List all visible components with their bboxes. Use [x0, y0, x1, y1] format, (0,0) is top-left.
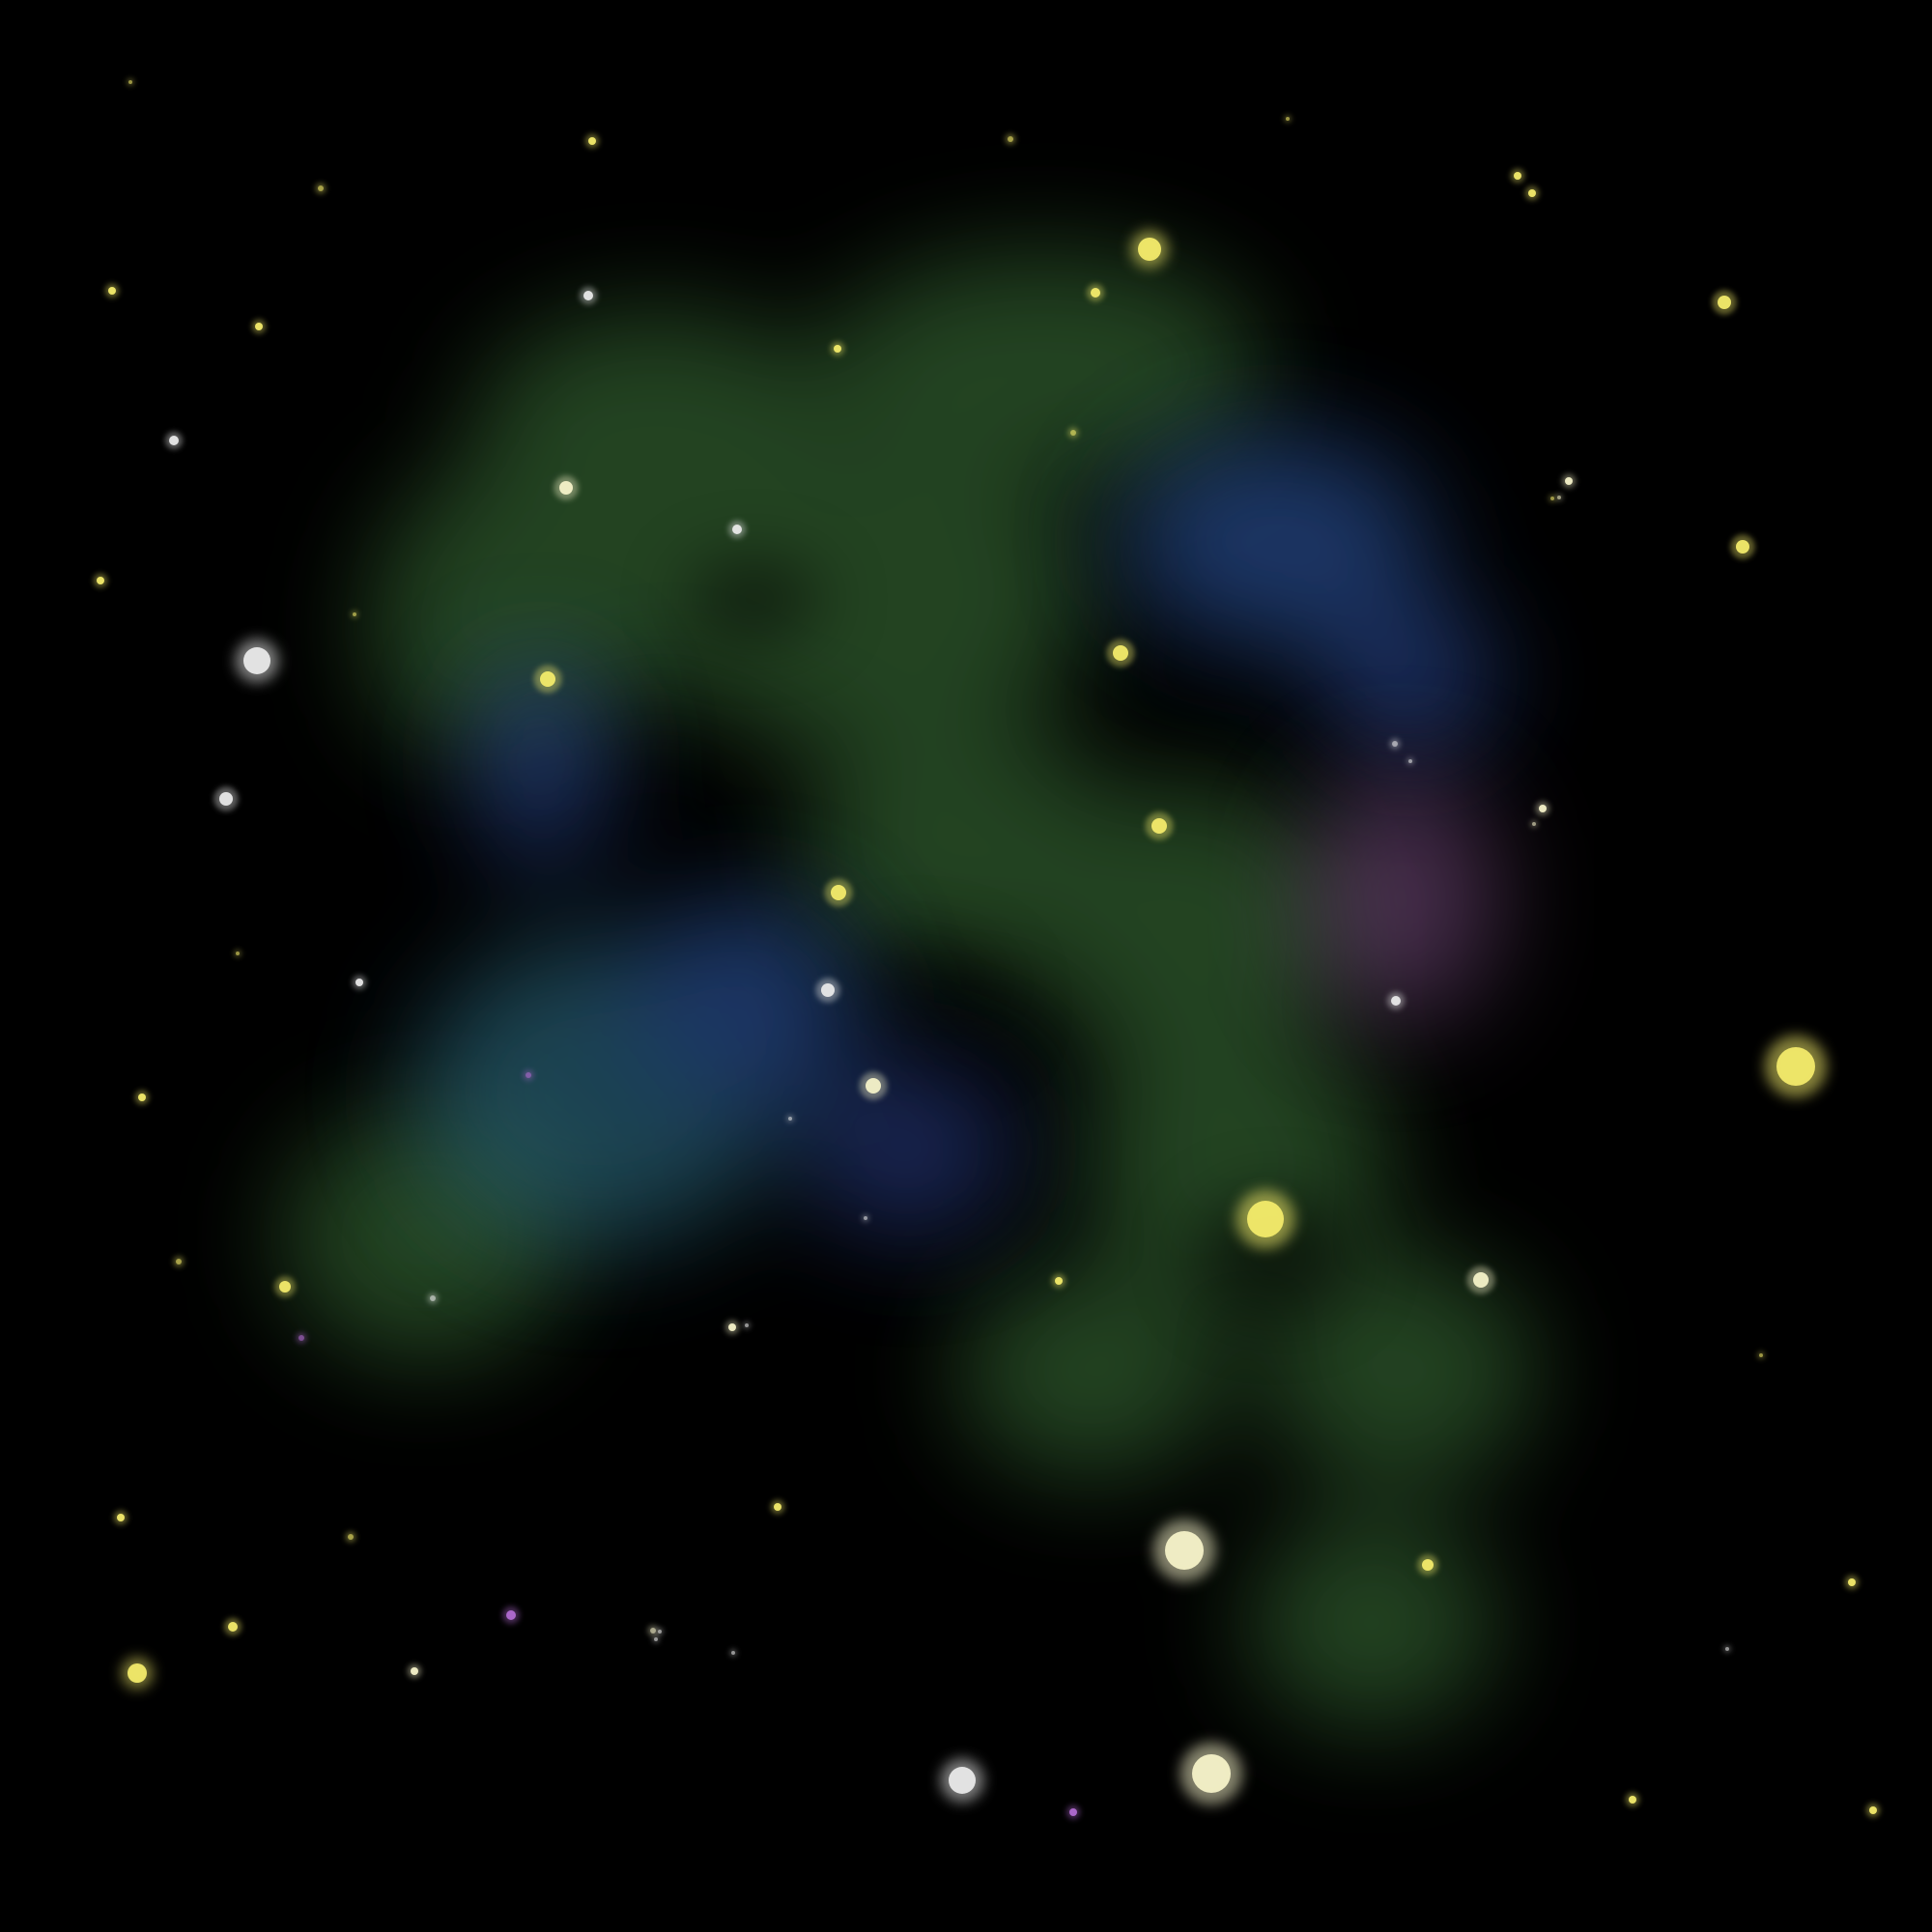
star — [1514, 172, 1521, 180]
star — [654, 1637, 658, 1641]
star — [255, 323, 263, 330]
star — [788, 1117, 792, 1121]
star — [243, 647, 270, 674]
star — [1113, 645, 1128, 661]
star — [1532, 822, 1536, 826]
star — [1718, 296, 1731, 309]
star — [866, 1078, 881, 1094]
star — [1759, 1353, 1763, 1357]
star — [411, 1667, 418, 1675]
star — [540, 671, 555, 687]
star — [864, 1216, 867, 1220]
star — [526, 1072, 531, 1078]
star — [1408, 759, 1412, 763]
star — [821, 983, 835, 997]
star — [732, 525, 742, 534]
star — [1473, 1272, 1489, 1288]
star — [1391, 996, 1401, 1006]
star — [1550, 497, 1554, 500]
star — [658, 1630, 662, 1634]
star — [1528, 189, 1536, 197]
star — [108, 287, 116, 295]
star — [506, 1610, 516, 1620]
star — [831, 885, 846, 900]
star — [1848, 1578, 1856, 1586]
star — [298, 1335, 304, 1341]
star — [1165, 1531, 1204, 1570]
star — [1776, 1047, 1815, 1086]
star — [1392, 741, 1398, 747]
star — [1565, 477, 1573, 485]
star — [117, 1514, 125, 1521]
star — [236, 952, 240, 955]
star — [1725, 1647, 1729, 1651]
star — [128, 1663, 147, 1683]
star — [583, 291, 593, 300]
star — [559, 481, 573, 495]
star — [774, 1503, 781, 1511]
star — [228, 1622, 238, 1632]
star — [728, 1323, 736, 1331]
star — [1138, 238, 1161, 261]
star — [949, 1767, 976, 1794]
star — [348, 1534, 354, 1540]
star — [1192, 1754, 1231, 1793]
star — [731, 1651, 735, 1655]
star — [1286, 117, 1290, 121]
star — [1091, 288, 1100, 298]
star — [1422, 1559, 1434, 1571]
star — [128, 80, 132, 84]
star — [219, 792, 233, 806]
nebula-cloud — [280, 251, 1536, 1729]
star — [430, 1295, 436, 1301]
star — [650, 1628, 656, 1634]
star — [1539, 805, 1547, 812]
star — [279, 1281, 291, 1293]
star — [353, 612, 356, 616]
star — [138, 1094, 146, 1101]
star — [355, 979, 363, 986]
star — [1247, 1201, 1284, 1237]
star — [169, 436, 179, 445]
star — [1869, 1806, 1877, 1814]
star-field — [93, 78, 1881, 1820]
star — [745, 1323, 749, 1327]
star — [318, 185, 324, 191]
star — [1069, 1808, 1077, 1816]
star — [1629, 1796, 1636, 1804]
star — [588, 137, 596, 145]
star — [834, 345, 841, 353]
star — [176, 1259, 182, 1264]
star — [1736, 540, 1749, 554]
star — [1008, 136, 1013, 142]
star — [97, 577, 104, 584]
star — [1055, 1277, 1063, 1285]
star — [1151, 818, 1167, 834]
star — [1557, 496, 1561, 499]
star — [1070, 430, 1076, 436]
